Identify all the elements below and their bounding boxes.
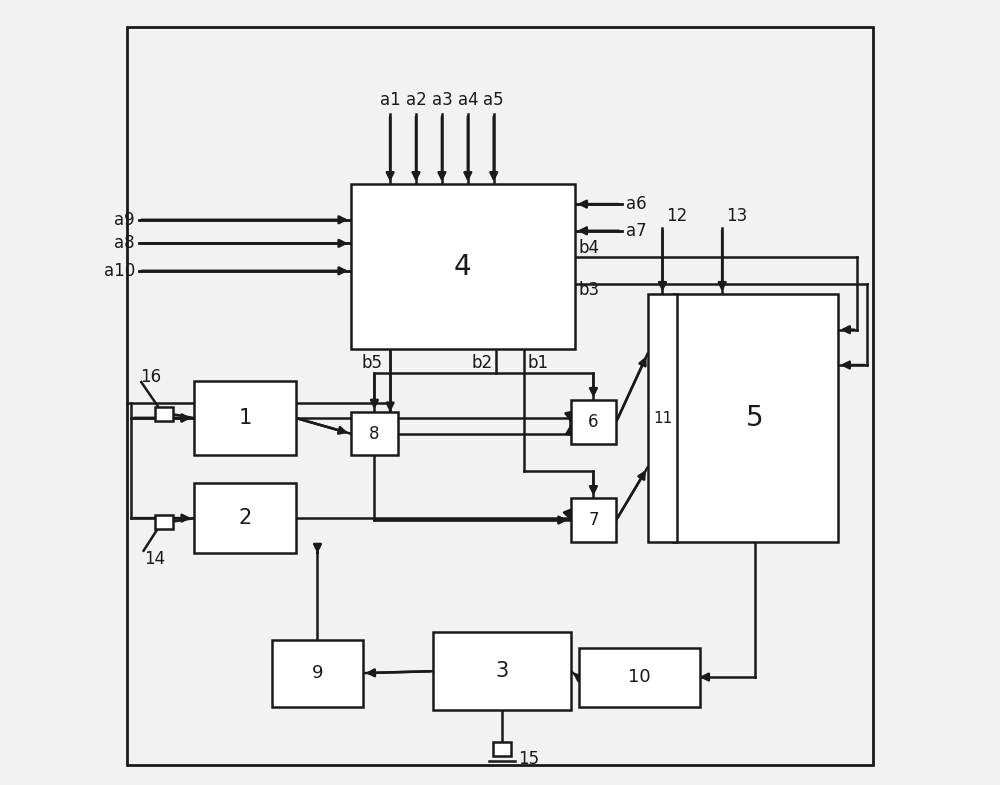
Bar [351,184,575,349]
Text: a9: a9 [114,211,135,228]
Text: b5: b5 [361,355,382,372]
Text: 7: 7 [588,511,599,529]
Text: 5: 5 [746,404,764,432]
Text: a7: a7 [626,222,646,239]
Text: 10: 10 [628,668,651,686]
Text: b3: b3 [578,282,600,299]
Bar [673,294,838,542]
Text: 8: 8 [369,425,380,443]
Text: b4: b4 [578,239,600,257]
Text: a2: a2 [406,91,426,108]
Text: 2: 2 [238,508,252,528]
Text: a1: a1 [380,91,400,108]
Text: 9: 9 [312,664,323,682]
Text: 6: 6 [588,413,599,431]
Bar [351,412,398,455]
Text: a8: a8 [114,235,135,252]
Text: 12: 12 [666,207,688,225]
Text: a6: a6 [626,195,646,213]
Text: 15: 15 [518,750,540,768]
Text: 4: 4 [454,253,472,281]
Bar [194,483,296,553]
Bar [571,400,616,444]
Bar [571,498,616,542]
Text: b2: b2 [471,355,492,372]
Text: b1: b1 [527,355,549,372]
Text: a3: a3 [432,91,452,108]
Bar [493,742,511,756]
Text: 14: 14 [144,550,166,568]
Text: a10: a10 [104,262,135,279]
Text: 1: 1 [238,408,252,428]
Text: 16: 16 [140,368,162,386]
Text: a4: a4 [458,91,478,108]
Bar [578,648,700,706]
Text: 3: 3 [495,661,509,681]
Bar [272,640,363,706]
Text: a5: a5 [483,91,504,108]
Bar [433,632,571,710]
Bar [155,407,173,422]
Text: 13: 13 [726,207,747,225]
Bar [194,381,296,455]
Bar [155,515,173,529]
Bar [648,294,677,542]
Text: 11: 11 [653,411,672,425]
